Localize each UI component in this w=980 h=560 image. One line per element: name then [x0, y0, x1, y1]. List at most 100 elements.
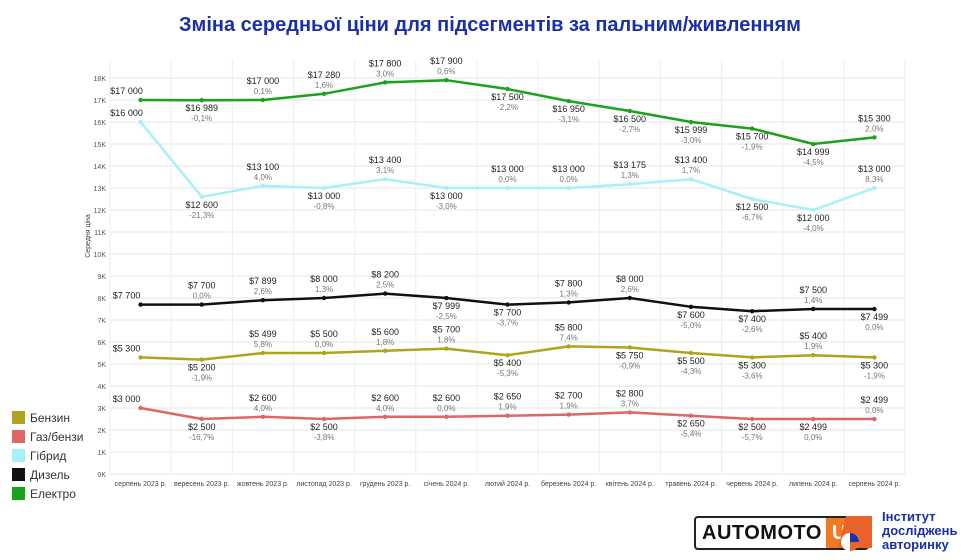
data-label-change: -1,9%: [191, 374, 212, 383]
data-point: [321, 91, 327, 97]
legend-label: Гібрид: [30, 448, 67, 463]
data-label-value: $7 400: [738, 314, 766, 324]
data-point: [811, 306, 816, 312]
x-tick-label: вересень 2023 р.: [174, 481, 230, 488]
data-point: [199, 416, 204, 422]
data-label-change: -16,7%: [189, 433, 214, 442]
data-point: [688, 177, 694, 182]
data-label-change: 2,6%: [254, 287, 272, 296]
data-label-value: $2 500: [188, 422, 216, 432]
data-label-value: $17 500: [491, 92, 524, 102]
x-tick-label: травень 2024 р.: [665, 481, 716, 488]
data-label-change: 4,0%: [254, 404, 272, 413]
y-tick-label: 14K: [94, 164, 107, 171]
data-point: [872, 355, 877, 360]
data-label-change: -0,8%: [314, 202, 335, 211]
data-label-value: $2 600: [433, 393, 461, 403]
data-label-value: $7 999: [433, 301, 461, 311]
legend-item-electro: Електро: [12, 484, 83, 503]
data-label-value: $3 000: [113, 394, 141, 404]
data-point: [321, 350, 327, 356]
legend-item-benzyn: Бензин: [12, 408, 83, 427]
data-label-value: $2 650: [494, 392, 522, 402]
legend-swatch: [12, 411, 25, 424]
data-point: [749, 355, 755, 360]
institute-line-1: Інститут: [882, 509, 936, 524]
data-label-value: $5 200: [188, 363, 216, 373]
data-point: [260, 298, 266, 303]
data-label-value: $13 000: [308, 191, 341, 201]
data-point: [444, 414, 449, 419]
data-label-change: -4,5%: [803, 158, 824, 167]
x-tick-label: березень 2024 р.: [541, 480, 596, 488]
data-label-change: 5,8%: [254, 340, 272, 349]
data-label-change: -0,1%: [191, 114, 212, 123]
data-label-value: $17 800: [369, 58, 402, 68]
data-point: [811, 207, 816, 213]
data-label-change: 4,0%: [254, 173, 272, 182]
y-tick-label: 16K: [94, 120, 107, 127]
data-label-change: 0,0%: [315, 340, 333, 349]
data-label-change: 2,0%: [865, 124, 883, 133]
data-point: [872, 306, 877, 312]
x-tick-label: жовтень 2023 р.: [237, 481, 289, 488]
data-label-change: 7,4%: [560, 333, 578, 342]
data-point: [505, 86, 510, 92]
y-tick-label: 7K: [97, 318, 106, 325]
data-label-change: 1,6%: [315, 81, 333, 90]
data-label-value: $7 700: [494, 308, 522, 318]
data-label-change: -2,6%: [742, 325, 763, 334]
legend-label: Дизель: [30, 467, 70, 482]
data-point: [505, 353, 510, 358]
data-label-value: $5 300: [113, 343, 141, 353]
data-label-change: -4,3%: [681, 367, 702, 376]
x-tick-label: грудень 2023 р.: [360, 481, 410, 488]
data-label-value: $15 700: [736, 132, 769, 142]
data-point: [444, 295, 449, 301]
data-label-value: $16 500: [614, 114, 647, 124]
data-label-value: $12 000: [797, 213, 830, 223]
data-label-change: -0,9%: [619, 362, 640, 371]
legend-swatch: [12, 468, 25, 481]
x-tick-label: листопад 2023 р.: [296, 481, 352, 488]
data-point: [382, 80, 388, 85]
y-tick-label: 6K: [97, 340, 106, 347]
data-point: [138, 405, 143, 411]
y-tick-label: 18K: [94, 76, 107, 83]
data-point: [199, 98, 204, 103]
data-point: [627, 295, 633, 301]
data-label-value: $5 500: [310, 329, 338, 339]
y-tick-label: 13K: [94, 186, 107, 193]
data-label-change: -1,9%: [864, 371, 885, 380]
data-label-change: 0,0%: [437, 404, 455, 413]
data-point: [749, 196, 755, 202]
data-label-value: $12 600: [185, 200, 218, 210]
data-label-value: $13 175: [614, 160, 647, 170]
data-label-change: 1,9%: [560, 402, 578, 411]
data-label-change: -5,7%: [742, 433, 763, 442]
data-point: [688, 119, 694, 125]
chart-title: Зміна середньої ціни для підсегментів за…: [179, 14, 801, 36]
x-tick-label: серпень 2023 р.: [115, 481, 167, 488]
data-point: [444, 185, 449, 191]
data-label-change: -5,0%: [681, 321, 702, 330]
institute-logo: Інститут досліджень авторинку: [832, 510, 958, 552]
y-tick-label: 15K: [94, 142, 107, 149]
data-label-value: $2 700: [555, 391, 583, 401]
data-label-value: $2 800: [616, 388, 644, 398]
data-point: [566, 300, 571, 305]
data-label-change: -21,3%: [189, 211, 214, 220]
data-label-change: 2,5%: [376, 281, 394, 290]
data-label-value: $8 200: [371, 270, 399, 280]
data-point: [382, 414, 388, 419]
data-label-change: 2,6%: [621, 285, 639, 294]
data-point: [688, 350, 694, 356]
data-point: [321, 185, 327, 191]
data-label-value: $5 750: [616, 351, 644, 361]
y-tick-label: 2K: [97, 428, 106, 435]
data-point: [444, 346, 449, 351]
data-point: [627, 181, 633, 187]
data-label-change: -3,6%: [742, 371, 763, 380]
data-point: [199, 302, 204, 307]
